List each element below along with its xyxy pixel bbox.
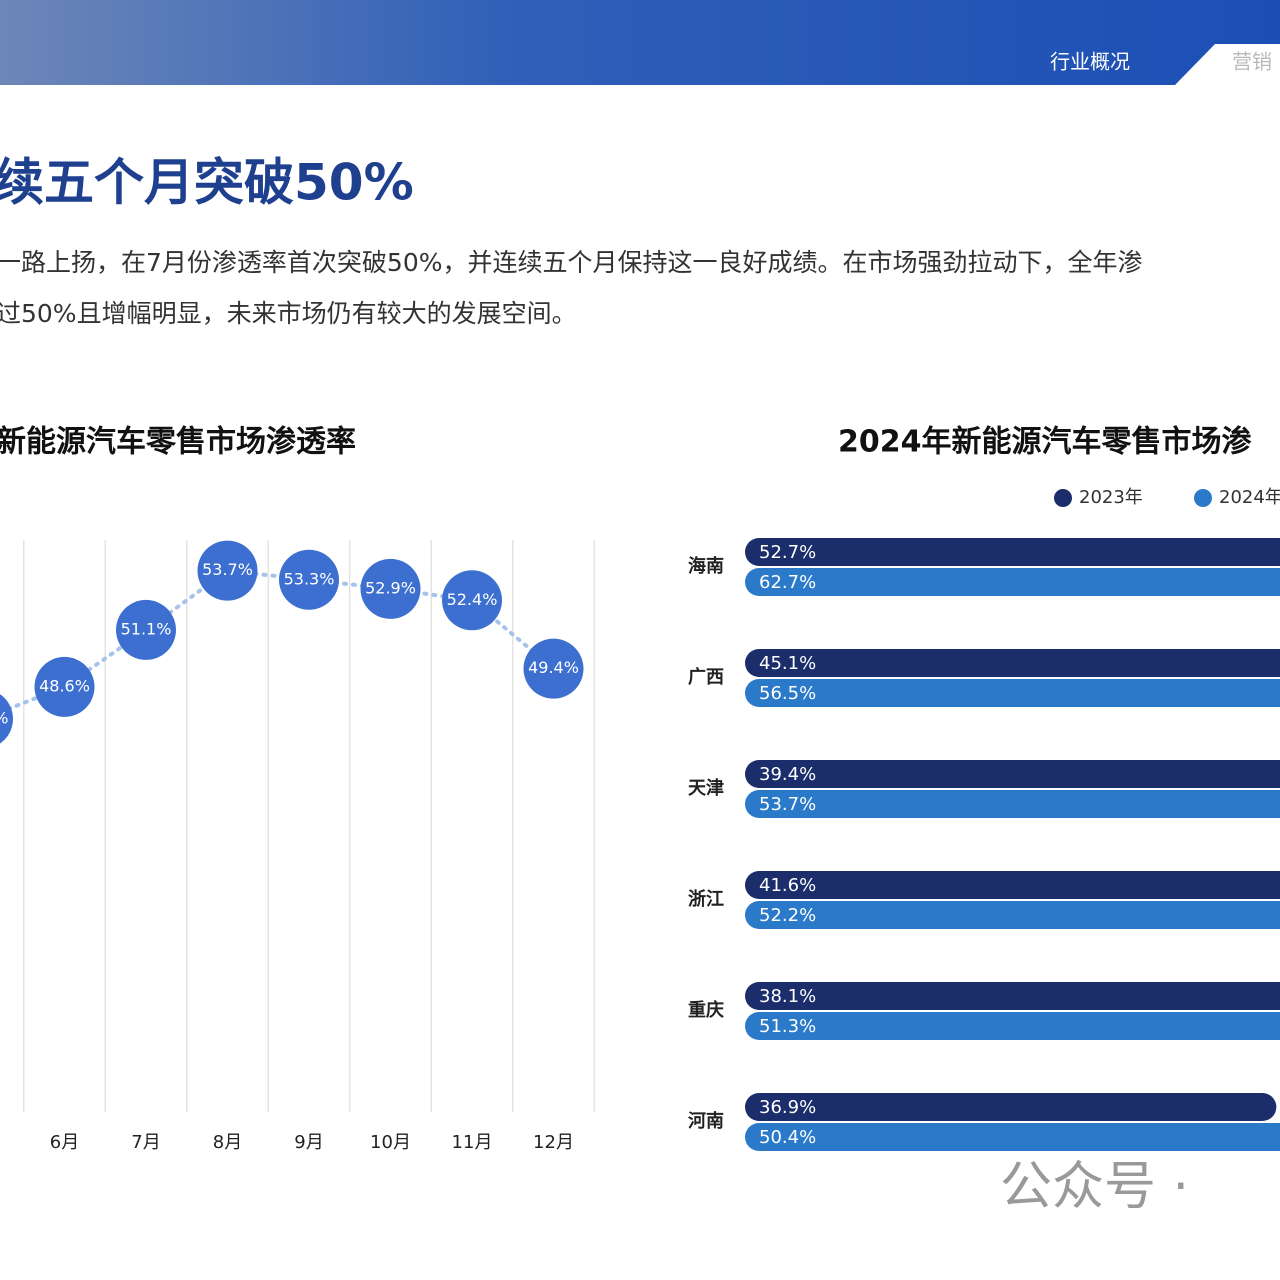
data-label: 53.3% — [284, 569, 335, 588]
bar — [745, 790, 1280, 818]
x-tick-label: 10月 — [370, 1132, 411, 1153]
point — [197, 540, 258, 601]
y-tick-label: 浙江 — [688, 888, 724, 910]
chart-title: 新能源汽车零售市场渗透率 — [0, 425, 356, 460]
data-label: 39.4% — [759, 764, 816, 785]
data-label: 36.9% — [759, 1097, 816, 1118]
data-label: 53.7% — [202, 560, 253, 579]
point — [442, 570, 502, 631]
data-label: 52.7% — [759, 542, 816, 563]
data-label: 52.2% — [759, 905, 816, 926]
tab-shape — [1175, 44, 1280, 85]
legend-marker — [1194, 489, 1212, 507]
point — [523, 638, 584, 699]
bar — [745, 538, 1280, 566]
paragraph-line: 一路上扬，在7月份渗透率首次突破50%，并连续五个月保持这一良好成绩。在市场强劲… — [0, 248, 1142, 277]
data-label: 52.9% — [365, 578, 416, 597]
point — [279, 549, 339, 610]
data-label: 56.5% — [759, 683, 816, 704]
x-tick-label: 7月 — [131, 1132, 160, 1153]
bar — [745, 568, 1280, 596]
point — [116, 599, 176, 660]
bar — [745, 1123, 1280, 1151]
paragraph-line: 过50%且增幅明显，未来市场仍有较大的发展空间。 — [0, 299, 577, 328]
bar — [745, 871, 1280, 899]
data-label: 45.1% — [759, 653, 816, 674]
data-label: 52.4% — [447, 590, 498, 609]
tab[interactable]: 营销 — [1232, 50, 1272, 74]
y-tick-label: 广西 — [688, 666, 724, 688]
legend-marker — [1054, 489, 1072, 507]
data-label: 50.4% — [759, 1127, 816, 1148]
data-label: 51.3% — [759, 1016, 816, 1037]
data-label: 48.6% — [39, 676, 90, 695]
bar — [745, 679, 1280, 707]
bar — [745, 901, 1280, 929]
data-label: 38.1% — [759, 986, 816, 1007]
bar — [745, 1012, 1280, 1040]
data-label: 53.7% — [759, 794, 816, 815]
y-tick-label: 海南 — [688, 555, 724, 577]
data-label: 47.2% — [0, 708, 8, 727]
y-tick-label: 河南 — [688, 1110, 724, 1132]
x-tick-label: 11月 — [452, 1132, 493, 1153]
bar — [745, 1093, 1277, 1121]
x-tick-label: 6月 — [50, 1132, 79, 1153]
x-tick-label: 12月 — [533, 1132, 574, 1153]
data-label: 41.6% — [759, 875, 816, 896]
point — [34, 656, 95, 717]
bar — [745, 760, 1280, 788]
headline: 续五个月突破50% — [0, 154, 414, 212]
data-label: 62.7% — [759, 572, 816, 593]
tab[interactable]: 行业概况 — [1050, 50, 1130, 74]
header-banner — [0, 0, 1280, 85]
footer-watermark: 公众号 · — [1000, 1157, 1189, 1217]
bar — [745, 982, 1280, 1010]
legend-label: 2023年 — [1079, 487, 1143, 508]
data-label: 49.4% — [528, 658, 579, 677]
y-tick-label: 重庆 — [688, 999, 724, 1021]
x-tick-label: 9月 — [294, 1132, 323, 1153]
point — [360, 558, 421, 619]
chart-title: 2024年新能源汽车零售市场渗 — [838, 425, 1252, 460]
point — [0, 694, 13, 744]
y-tick-label: 天津 — [688, 777, 724, 799]
legend-label: 2024年 — [1219, 487, 1280, 508]
x-tick-label: 8月 — [213, 1132, 242, 1153]
bar — [745, 649, 1280, 677]
data-label: 51.1% — [121, 619, 172, 638]
